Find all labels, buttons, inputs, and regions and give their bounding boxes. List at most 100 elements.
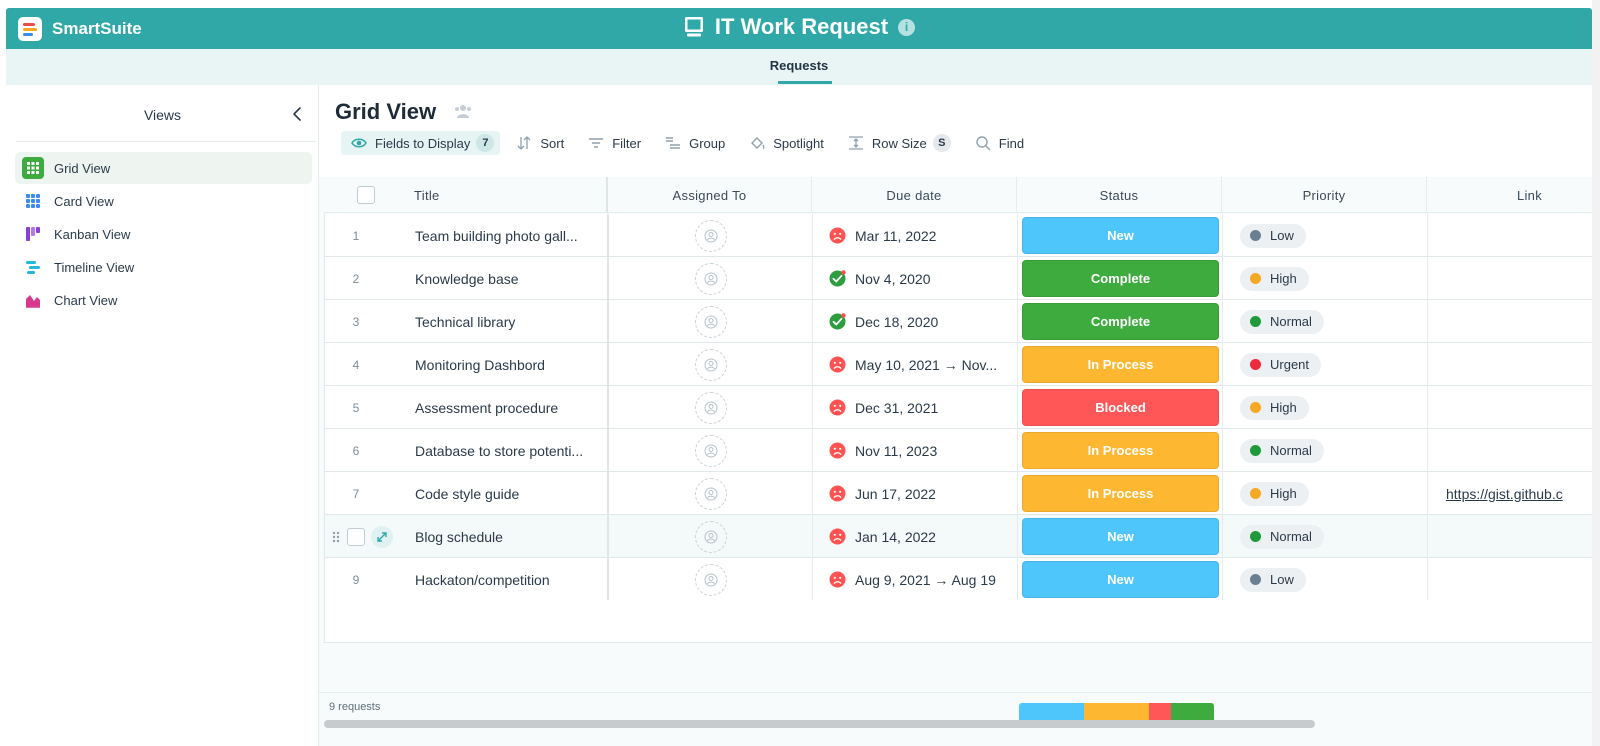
status-badge[interactable]: Complete (1022, 260, 1219, 297)
due-date-cell[interactable]: Mar 11, 2022 (813, 214, 1018, 257)
smartsuite-logo-icon[interactable] (18, 17, 42, 41)
select-all-checkbox[interactable] (357, 186, 375, 204)
due-date-cell[interactable]: Nov 4, 2020 (813, 257, 1018, 300)
column-header-priority[interactable]: Priority (1222, 177, 1427, 213)
priority-badge[interactable]: High (1240, 395, 1309, 420)
sort-button[interactable]: Sort (508, 131, 572, 155)
fields-to-display-button[interactable]: Fields to Display 7 (341, 131, 501, 155)
due-date-cell[interactable]: Dec 31, 2021 (813, 386, 1018, 429)
link-cell[interactable] (1428, 429, 1600, 472)
table-row[interactable]: 6 Database to store potenti... Nov 11, 202… (324, 429, 1592, 472)
title-cell[interactable]: Monitoring Dashbord (409, 343, 609, 386)
status-summary-segment[interactable] (1149, 703, 1171, 723)
assigned-to-cell[interactable] (609, 343, 813, 386)
empty-avatar-icon[interactable] (694, 219, 727, 252)
drag-handle-icon[interactable] (331, 530, 341, 544)
assigned-to-cell[interactable] (609, 515, 813, 558)
status-summary-segment[interactable] (1019, 703, 1084, 723)
assigned-to-cell[interactable] (609, 429, 813, 472)
link-cell[interactable] (1428, 343, 1600, 386)
due-date-cell[interactable]: Jan 14, 2022 (813, 515, 1018, 558)
column-header-status[interactable]: Status (1017, 177, 1222, 213)
group-button[interactable]: Group (657, 131, 733, 155)
priority-cell[interactable]: Low (1223, 558, 1428, 601)
status-badge[interactable]: In Process (1022, 432, 1219, 469)
status-badge[interactable]: New (1022, 518, 1219, 555)
assigned-to-cell[interactable] (609, 472, 813, 515)
assigned-to-cell[interactable] (609, 558, 813, 601)
assigned-to-cell[interactable] (609, 214, 813, 257)
priority-cell[interactable]: Normal (1223, 300, 1428, 343)
empty-avatar-icon[interactable] (694, 563, 727, 596)
empty-avatar-icon[interactable] (694, 477, 727, 510)
status-badge[interactable]: Complete (1022, 303, 1219, 340)
expand-row-icon[interactable] (371, 525, 393, 548)
status-cell[interactable]: Complete (1018, 300, 1223, 343)
link-cell[interactable]: https://gist.github.c (1428, 472, 1600, 515)
view-item-kanban[interactable]: Kanban View (15, 218, 312, 250)
horizontal-scrollbar[interactable] (324, 720, 1315, 728)
status-summary-segment[interactable] (1084, 703, 1149, 723)
priority-badge[interactable]: High (1240, 481, 1309, 506)
table-row[interactable]: 1 Team building photo gall... Mar 11, 2022… (324, 214, 1592, 257)
column-header-link[interactable]: Link (1516, 187, 1543, 203)
title-cell[interactable]: Assessment procedure (409, 386, 609, 429)
view-item-card[interactable]: Card View (15, 185, 312, 217)
priority-cell[interactable]: High (1223, 472, 1428, 515)
title-cell[interactable]: Code style guide (409, 472, 609, 515)
view-item-chart[interactable]: Chart View (15, 284, 312, 316)
filter-button[interactable]: Filter (580, 131, 649, 155)
priority-cell[interactable]: Low (1223, 214, 1428, 257)
link-cell[interactable] (1428, 257, 1600, 300)
priority-badge[interactable]: Low (1240, 223, 1306, 248)
empty-avatar-icon[interactable] (694, 305, 727, 338)
priority-cell[interactable]: High (1223, 386, 1428, 429)
due-date-cell[interactable]: Dec 18, 2020 (813, 300, 1018, 343)
priority-badge[interactable]: Normal (1240, 309, 1324, 334)
priority-badge[interactable]: High (1240, 266, 1309, 291)
link-cell[interactable] (1428, 558, 1600, 601)
collapse-sidebar-icon[interactable] (288, 104, 308, 124)
priority-cell[interactable]: Normal (1223, 429, 1428, 472)
table-row[interactable]: 3 Technical library Dec 18, 2020 Complete No… (324, 300, 1592, 343)
column-header-title[interactable]: Title (408, 177, 608, 213)
status-badge[interactable]: New (1022, 561, 1219, 598)
title-cell[interactable]: Hackaton/competition (409, 558, 609, 601)
view-item-grid[interactable]: Grid View (15, 152, 312, 184)
column-header-assigned[interactable]: Assigned To (608, 177, 812, 213)
brand-name[interactable]: SmartSuite (52, 19, 142, 38)
table-row[interactable]: Blog schedule Jan 14, 2022 New Normal (324, 515, 1592, 558)
empty-avatar-icon[interactable] (694, 348, 727, 381)
title-cell[interactable]: Blog schedule (409, 515, 609, 558)
due-date-cell[interactable]: Aug 9, 2021 → Aug 19 (813, 558, 1018, 601)
view-item-timeline[interactable]: Timeline View (15, 251, 312, 283)
title-cell[interactable]: Technical library (409, 300, 609, 343)
add-row[interactable] (324, 600, 1592, 643)
empty-avatar-icon[interactable] (694, 262, 727, 295)
assigned-to-cell[interactable] (609, 257, 813, 300)
status-cell[interactable]: Complete (1018, 257, 1223, 300)
table-row[interactable]: 2 Knowledge base Nov 4, 2020 Complete High (324, 257, 1592, 300)
spotlight-button[interactable]: Spotlight (741, 131, 832, 155)
vertical-scrollbar[interactable] (1592, 0, 1600, 746)
status-badge[interactable]: In Process (1022, 475, 1219, 512)
link-cell[interactable] (1428, 515, 1600, 558)
title-cell[interactable]: Database to store potenti... (409, 429, 609, 472)
table-row[interactable]: 4 Monitoring Dashbord May 10, 2021 → Nov..… (324, 343, 1592, 386)
status-badge[interactable]: New (1022, 217, 1219, 254)
row-size-button[interactable]: Row Size S (840, 131, 959, 155)
title-cell[interactable]: Team building photo gall... (409, 214, 609, 257)
priority-cell[interactable]: Urgent (1223, 343, 1428, 386)
assigned-to-cell[interactable] (609, 300, 813, 343)
priority-badge[interactable]: Normal (1240, 524, 1324, 549)
priority-badge[interactable]: Low (1240, 567, 1306, 592)
priority-badge[interactable]: Urgent (1240, 352, 1322, 377)
status-cell[interactable]: In Process (1018, 472, 1223, 515)
column-header-due-date[interactable]: Due date (812, 177, 1017, 213)
find-button[interactable]: Find (967, 131, 1032, 155)
empty-avatar-icon[interactable] (694, 434, 727, 467)
row-checkbox[interactable] (347, 527, 365, 546)
row-link[interactable]: https://gist.github.c (1446, 485, 1563, 502)
table-row[interactable]: 5 Assessment procedure Dec 31, 2021 Blocked… (324, 386, 1592, 429)
empty-avatar-icon[interactable] (694, 520, 727, 553)
